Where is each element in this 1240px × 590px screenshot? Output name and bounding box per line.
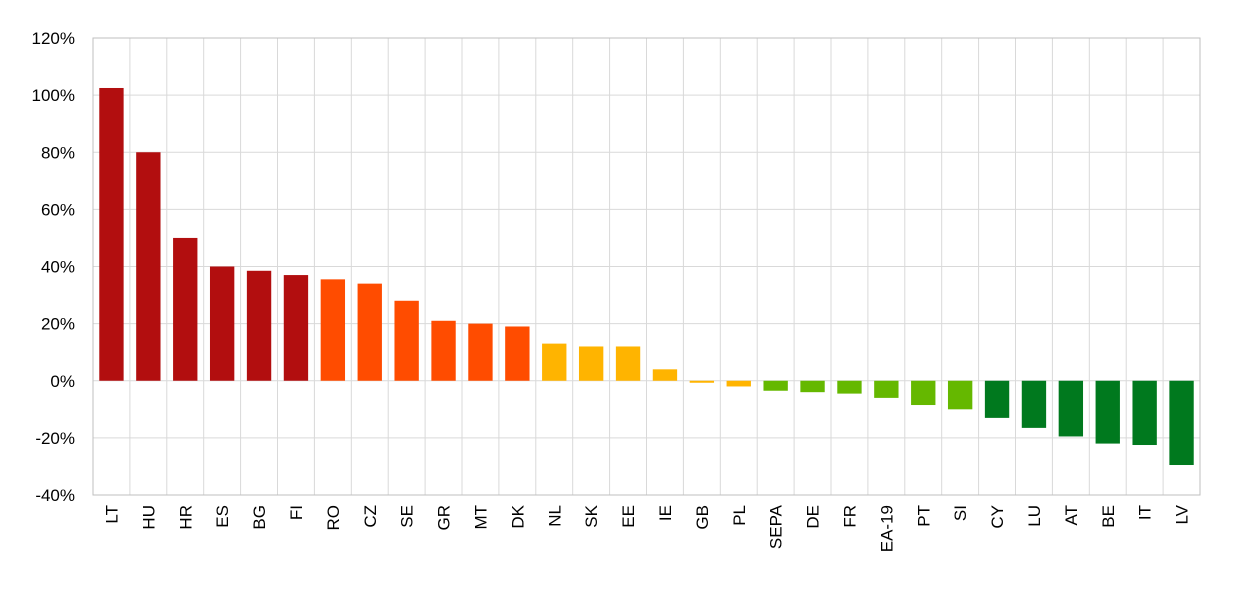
bar-gr — [431, 320, 456, 381]
y-tick-label: 120% — [32, 29, 75, 48]
plot-frame — [92, 37, 1201, 496]
x-category-label: IE — [656, 505, 675, 521]
bar-cy — [984, 380, 1010, 418]
bar-lt — [99, 87, 124, 381]
x-category-label: IT — [1136, 505, 1155, 520]
x-category-label: BG — [250, 505, 269, 530]
plot-border — [92, 37, 1201, 496]
bar-bg — [246, 270, 272, 381]
y-axis-tick-labels: -40% -20% 0% 20% 40% 60% 80% 100% 120% — [32, 29, 75, 505]
y-tick-label: 100% — [32, 86, 75, 105]
bar-pt — [911, 380, 936, 406]
y-tick-label: 0% — [50, 372, 75, 391]
y-tick-label: -40% — [35, 486, 75, 505]
y-tick-label: 80% — [41, 143, 75, 162]
bar-ro — [320, 279, 346, 381]
x-category-label: HU — [139, 505, 158, 530]
y-tick-label: 40% — [41, 258, 75, 277]
bar-lu — [1021, 380, 1047, 428]
x-category-label: RO — [324, 505, 343, 531]
x-category-label: SI — [951, 505, 970, 521]
x-category-label: SK — [582, 504, 601, 527]
x-category-label: HR — [176, 505, 195, 530]
x-category-label: BE — [1099, 505, 1118, 528]
x-category-label: FI — [287, 505, 306, 520]
y-tick-label: -20% — [35, 429, 75, 448]
x-category-label: GR — [435, 505, 454, 531]
x-axis-category-labels: LT HU HR ES BG FI RO CZ SE GR MT DK NL SK EE IE GB PL SEPA… — [102, 504, 1191, 552]
bar-at — [1058, 380, 1084, 437]
x-category-label: AT — [1062, 505, 1081, 525]
gridlines — [92, 37, 1201, 496]
bar-ee — [615, 346, 641, 381]
x-category-label: PT — [914, 505, 933, 527]
x-category-label: EA-19 — [877, 505, 896, 552]
bar-fr — [837, 380, 862, 394]
x-category-label: LT — [102, 505, 121, 524]
x-category-label: CZ — [361, 505, 380, 528]
bar-pl — [726, 380, 751, 387]
bar-si — [947, 380, 973, 410]
bar-dk — [505, 326, 530, 381]
bar-hr — [173, 237, 198, 381]
bar-es — [209, 266, 235, 381]
y-tick-label: 60% — [41, 200, 75, 219]
x-category-label: PL — [730, 505, 749, 526]
x-category-label: LV — [1173, 504, 1192, 524]
y-tick-label: 20% — [41, 315, 75, 334]
bar-gb — [689, 380, 715, 383]
x-category-label: MT — [471, 505, 490, 530]
bar-nl — [542, 343, 567, 381]
x-category-label: GB — [693, 505, 712, 530]
x-category-label: ES — [213, 505, 232, 528]
bar-fi — [283, 275, 309, 381]
bar-cz — [357, 283, 382, 381]
bars — [99, 87, 1194, 466]
bar-ie — [652, 369, 678, 381]
x-category-label: EE — [619, 505, 638, 528]
bar-ea-19 — [874, 380, 899, 398]
bar-be — [1095, 380, 1120, 444]
x-category-label: DK — [508, 504, 527, 528]
bar-mt — [468, 323, 493, 381]
x-category-label: DE — [804, 505, 823, 529]
x-category-label: LU — [1025, 505, 1044, 527]
x-category-label: SEPA — [767, 504, 786, 549]
bar-de — [800, 380, 825, 393]
bar-hu — [136, 152, 161, 381]
bar-se — [394, 300, 419, 381]
bar-it — [1132, 380, 1157, 446]
x-category-label: NL — [545, 505, 564, 527]
x-category-label: FR — [840, 505, 859, 528]
x-category-label: SE — [398, 505, 417, 528]
bar-sepa — [763, 380, 788, 391]
bar-lv — [1169, 380, 1194, 466]
x-category-label: CY — [988, 505, 1007, 529]
bar-sk — [578, 346, 604, 381]
